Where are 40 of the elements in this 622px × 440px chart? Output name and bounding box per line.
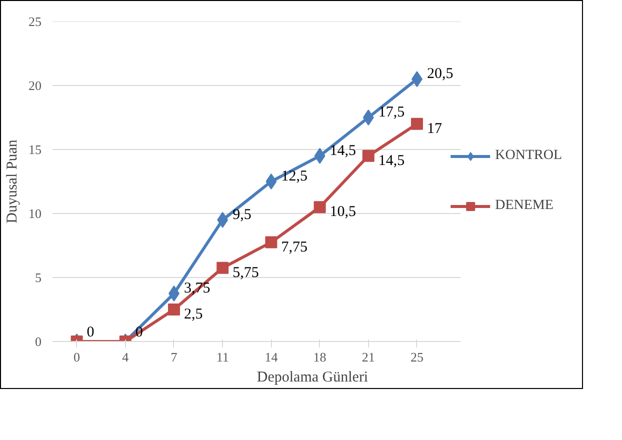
point [314, 201, 326, 214]
x-tick-label: 7 [170, 350, 178, 364]
x-tick-label: 11 [216, 350, 229, 364]
data-label: 20,5 [426, 66, 454, 82]
point [168, 304, 180, 316]
data-label: 0 [135, 324, 143, 340]
y-tick-label: 5 [35, 270, 42, 285]
point [266, 174, 277, 190]
x-tick-label: 25 [410, 350, 424, 364]
data-label: 10,5 [330, 204, 356, 220]
point [410, 118, 423, 130]
y-tick-label: 15 [28, 142, 42, 157]
data-label: 5,75 [232, 264, 259, 281]
x-tick-label: 0 [74, 350, 80, 364]
x-tick-label: 4 [122, 350, 130, 364]
legend-label: KONTROL [495, 148, 562, 164]
point [265, 236, 278, 248]
legend-label: DENEME [495, 198, 554, 214]
data-label: 2,5 [184, 306, 203, 322]
data-label: 9,5 [232, 206, 252, 223]
x-tick-label: 18 [313, 350, 326, 364]
data-label: 7,75 [281, 239, 308, 256]
y-axis-title: Duyusal Puan [4, 139, 20, 224]
y-tick-label: 0 [35, 334, 42, 349]
y-tick-label: 20 [28, 78, 42, 93]
y-tick-label: 25 [28, 14, 42, 29]
data-label: 14,5 [330, 142, 356, 159]
point [362, 110, 374, 126]
data-label: 0 [86, 324, 94, 340]
y-tick-label: 10 [28, 206, 42, 221]
x-tick-label: 14 [264, 350, 278, 364]
point [168, 286, 180, 302]
data-label: 12,5 [281, 168, 308, 184]
x-tick-label: 21 [362, 350, 375, 364]
data-label: 17,5 [378, 104, 405, 120]
point [216, 262, 229, 274]
data-label: 17 [426, 120, 442, 137]
point [362, 150, 374, 162]
x-axis-title: Depolama Günleri [256, 370, 368, 386]
data-label: 14,5 [378, 152, 405, 169]
